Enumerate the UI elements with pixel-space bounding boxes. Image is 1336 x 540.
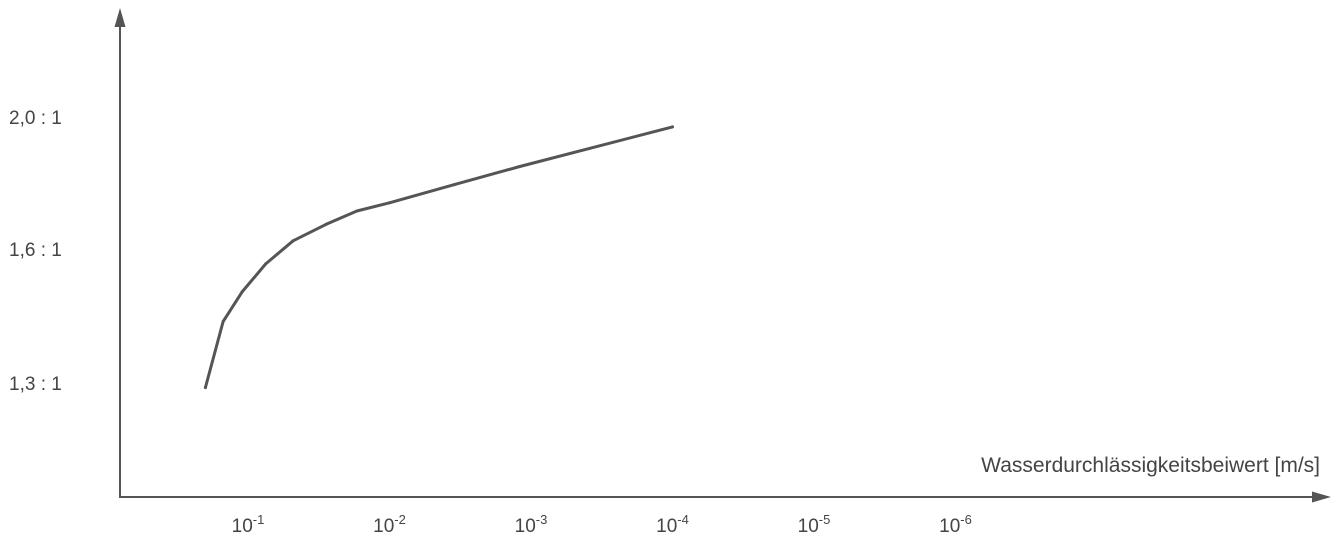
y-tick-label: 2,0 : 1 bbox=[9, 108, 62, 129]
data-point bbox=[221, 320, 225, 324]
x-tick-base: 10 bbox=[939, 516, 960, 537]
data-point bbox=[388, 201, 391, 205]
data-point bbox=[518, 165, 522, 168]
x-tick-exponent: -4 bbox=[677, 512, 689, 527]
y-tick-label: 1,6 : 1 bbox=[9, 240, 62, 261]
x-tick-label: 10-4 bbox=[656, 512, 689, 537]
x-tick-label: 10-1 bbox=[232, 512, 265, 537]
series-points bbox=[203, 125, 674, 390]
y-axis-arrow bbox=[114, 8, 126, 27]
data-point bbox=[240, 290, 244, 294]
data-point bbox=[203, 386, 207, 390]
x-tick-base: 10 bbox=[232, 516, 253, 537]
x-axis bbox=[119, 491, 1331, 503]
x-tick-labels: 10-1 10-2 10-3 10-4 10-5 10-6 bbox=[232, 512, 972, 537]
x-axis-label: Wasserdurchlässigkeitsbeiwert [m/s] bbox=[981, 454, 1320, 477]
data-point bbox=[452, 183, 456, 187]
x-tick-label: 10-6 bbox=[939, 512, 972, 537]
x-tick-label: 10-3 bbox=[515, 512, 548, 537]
data-point bbox=[324, 222, 328, 226]
x-tick-label: 10-5 bbox=[798, 512, 831, 537]
x-tick-label: 10-2 bbox=[373, 512, 406, 537]
x-tick-exponent: -3 bbox=[536, 512, 548, 527]
x-tick-base: 10 bbox=[515, 516, 536, 537]
y-axis bbox=[114, 8, 126, 498]
y-tick-label: 1,3 : 1 bbox=[9, 374, 62, 395]
x-tick-base: 10 bbox=[798, 516, 819, 537]
x-tick-base: 10 bbox=[656, 516, 677, 537]
x-axis-arrow bbox=[1312, 491, 1331, 503]
x-tick-exponent: -6 bbox=[960, 512, 972, 527]
x-tick-base: 10 bbox=[373, 516, 394, 537]
data-point bbox=[264, 262, 268, 266]
x-tick-exponent: -1 bbox=[253, 512, 265, 527]
data-point bbox=[671, 125, 674, 129]
x-tick-exponent: -5 bbox=[819, 512, 831, 527]
y-tick-labels: 2,0 : 1 1,6 : 1 1,3 : 1 bbox=[9, 108, 62, 395]
data-point bbox=[355, 209, 359, 213]
series-line bbox=[203, 125, 674, 390]
data-point bbox=[291, 239, 295, 243]
x-tick-exponent: -2 bbox=[394, 512, 406, 527]
